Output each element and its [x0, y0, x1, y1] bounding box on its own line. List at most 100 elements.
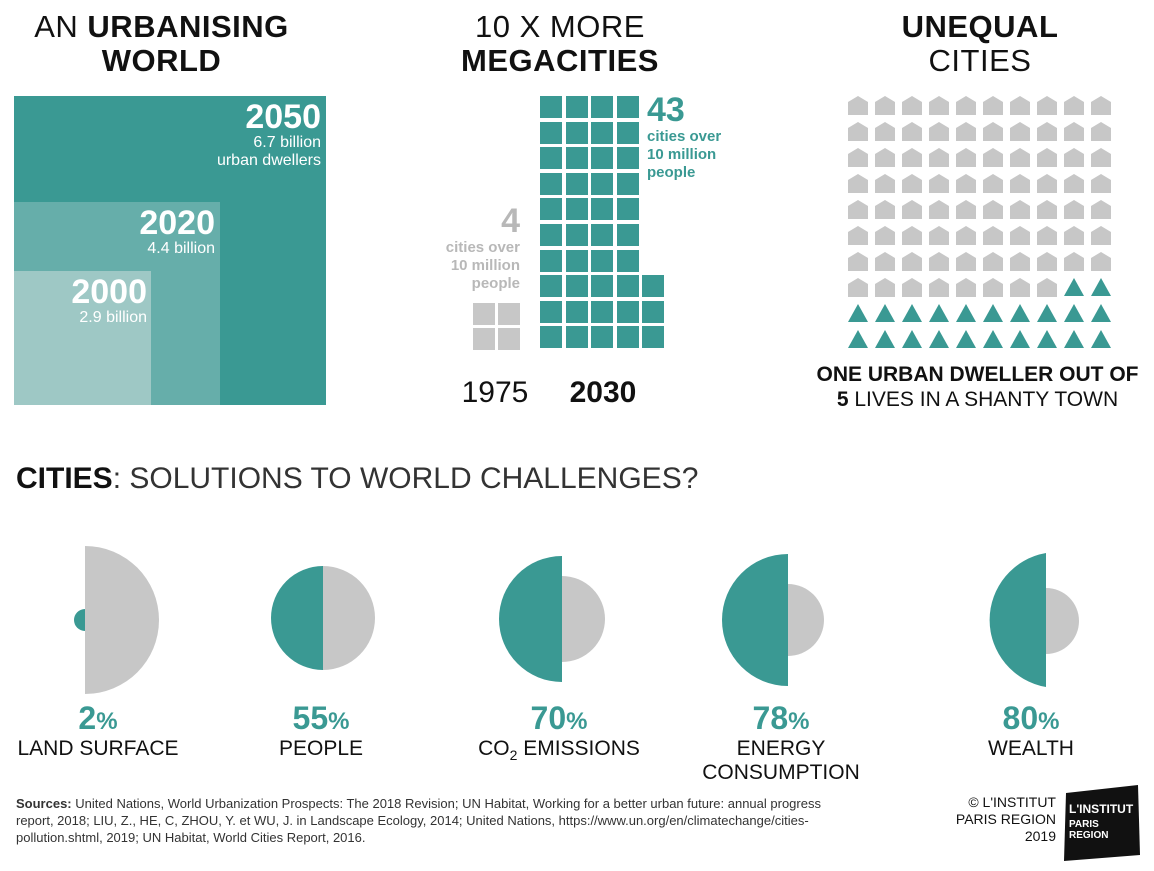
house-icon: [1064, 148, 1084, 167]
panel2-title: 10 X MORE MEGACITIES: [420, 10, 700, 78]
sources-text: United Nations, World Urbanization Prosp…: [16, 796, 821, 845]
house-icon: [902, 148, 922, 167]
house-icon: [929, 200, 949, 219]
tile-2030: [540, 224, 562, 246]
house-icon: [1091, 174, 1111, 193]
metric-people-label: PEOPLE: [278, 737, 364, 760]
house-icon: [956, 148, 976, 167]
panel1-title: AN URBANISING WORLD: [14, 10, 309, 78]
panel3-title-light: CITIES: [928, 43, 1032, 78]
year-2030: 2030: [569, 376, 637, 409]
tile-2030: [565, 326, 588, 349]
tile-1975: [473, 328, 495, 350]
shanty-icon: [983, 304, 1003, 322]
metric-co2-label-co: CO: [478, 737, 510, 760]
house-icon: [875, 122, 895, 141]
circle-energy-teal: [722, 554, 788, 686]
house-icon: [902, 200, 922, 219]
house-icon: [902, 174, 922, 193]
metric-co2-label: CO2 EMISSIONS: [459, 737, 659, 767]
shanty-icon: [875, 330, 895, 348]
value-2020: 4.4 billion: [147, 240, 215, 257]
tile-2030: [591, 249, 613, 272]
metric-circles: [74, 546, 1079, 694]
shanty-icon: [1091, 330, 1111, 348]
house-icon: [902, 96, 922, 115]
house-icon: [848, 200, 868, 219]
shanty-icon: [1064, 304, 1084, 322]
panel3-caption-rest: LIVES IN A SHANTY TOWN: [848, 388, 1119, 411]
house-icon: [1064, 226, 1084, 245]
credit-line1: © L'INSTITUT: [968, 794, 1056, 810]
house-icon: [929, 122, 949, 141]
count-1975-block: 4 cities over 10 million people: [420, 203, 520, 293]
shanty-icon: [848, 330, 868, 348]
house-icon: [1091, 252, 1111, 271]
tile-2030: [591, 300, 613, 323]
panel1-title-bold-2: WORLD: [101, 43, 222, 78]
section-title-light: : SOLUTIONS TO WORLD CHALLENGES?: [112, 462, 699, 495]
circle-people-teal: [271, 566, 323, 670]
metric-wealth-label: WEALTH: [988, 737, 1074, 760]
house-icon: [902, 252, 922, 271]
house-icon: [875, 226, 895, 245]
house-icon: [1037, 148, 1057, 167]
tile-2030: [565, 224, 588, 246]
house-icon: [1064, 122, 1084, 141]
house-icon: [875, 174, 895, 193]
tile-2030: [616, 249, 639, 272]
metric-people-number: 55: [292, 700, 329, 736]
shanty-icon: [1091, 304, 1111, 322]
label-2050: 2050 6.7 billion urban dwellers: [170, 100, 321, 170]
house-icon: [1037, 200, 1057, 219]
house-icon: [929, 148, 949, 167]
count-1975-line2: 10 million: [450, 257, 520, 274]
count-1975-line3: people: [471, 275, 520, 292]
shanty-icon: [929, 304, 949, 322]
value-2050-desc: urban dwellers: [216, 152, 321, 169]
metric-wealth-unit: %: [1038, 708, 1060, 735]
tile-2030: [591, 147, 613, 170]
label-2000: 2000 2.9 billion: [20, 275, 147, 327]
tile-2030: [616, 275, 639, 298]
house-icon: [1010, 148, 1030, 167]
house-icon: [848, 122, 868, 141]
sources-label: Sources:: [16, 796, 72, 811]
shanty-icon: [1091, 278, 1111, 296]
house-icon: [1010, 278, 1030, 297]
panel1-title-bold-1: URBANISING: [87, 9, 289, 44]
house-icon: [1037, 96, 1057, 115]
year-1975: 1975: [461, 376, 529, 409]
shanty-icon: [956, 330, 976, 348]
house-icon: [1010, 174, 1030, 193]
panel2-title-light: 10 X MORE: [475, 9, 645, 44]
circle-people-grey: [323, 566, 375, 670]
house-icon: [983, 200, 1003, 219]
circle-wealth-grey: [1046, 588, 1079, 654]
house-icon: [983, 252, 1003, 271]
house-icon: [956, 96, 976, 115]
institut-logo: [1064, 785, 1140, 861]
circle-wealth-teal: [989, 553, 1046, 687]
tile-2030: [591, 96, 613, 118]
house-icon: [1091, 148, 1111, 167]
tile-2030: [591, 326, 613, 349]
year-2020: 2020: [139, 204, 215, 242]
year-2000: 2000: [71, 273, 147, 311]
logo-text: L'INSTITUT PARIS REGION: [1069, 803, 1133, 842]
house-icon: [929, 174, 949, 193]
tile-2030: [540, 275, 562, 298]
panel3-caption-bold: ONE URBAN DWELLER OUT OF: [816, 363, 1139, 386]
shanty-icon: [875, 304, 895, 322]
tile-2030: [616, 224, 639, 246]
tile-2030: [642, 300, 664, 323]
panel3-title-bold: UNEQUAL: [901, 9, 1059, 44]
tile-2030: [616, 121, 639, 144]
metric-energy-unit: %: [788, 708, 810, 735]
house-icon: [983, 278, 1003, 297]
tile-2030: [565, 198, 588, 221]
metric-wealth-number: 80: [1002, 700, 1039, 736]
year-2050: 2050: [245, 98, 321, 136]
metric-co2-number: 70: [530, 700, 567, 736]
block-2000: [14, 271, 151, 405]
